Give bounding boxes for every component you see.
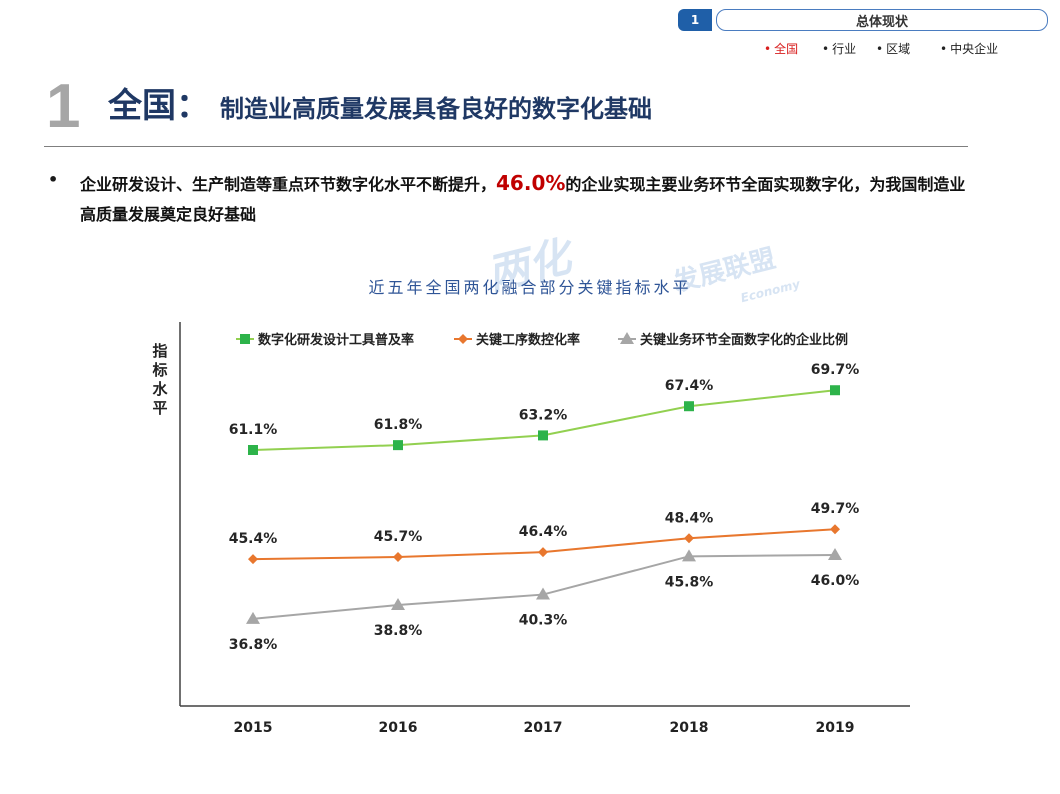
data-label-3: 45.8% xyxy=(665,574,714,590)
nav-item-label: 行业 xyxy=(832,42,857,56)
y-axis-label-char: 指 xyxy=(152,342,167,360)
data-label-2: 48.4% xyxy=(665,510,714,526)
data-point-2 xyxy=(538,547,548,558)
data-point-1 xyxy=(248,445,258,455)
data-label-2: 49.7% xyxy=(811,501,860,517)
bullet-icon: • xyxy=(48,170,59,189)
data-label-3: 38.8% xyxy=(374,623,423,639)
data-label-1: 61.1% xyxy=(229,422,278,438)
nav-item-industry[interactable]: • 行业 xyxy=(822,40,856,57)
data-point-3 xyxy=(682,549,696,562)
title-divider xyxy=(44,146,968,147)
data-point-3 xyxy=(391,597,405,610)
bullet-dot-icon: • xyxy=(822,42,830,56)
chart-title: 近五年全国两化融合部分关键指标水平 xyxy=(368,278,692,297)
data-label-2: 45.7% xyxy=(374,529,423,545)
data-label-1: 61.8% xyxy=(374,417,423,433)
data-label-2: 46.4% xyxy=(519,524,568,540)
legend-marker-1 xyxy=(240,334,250,344)
legend-label-2: 关键工序数控化率 xyxy=(476,332,580,348)
section-number-tab[interactable]: 1 xyxy=(678,9,712,31)
data-point-2 xyxy=(830,524,840,535)
x-tick-label: 2015 xyxy=(234,720,273,736)
nav-item-region[interactable]: • 区域 xyxy=(876,40,910,57)
nav-item-national[interactable]: • 全国 xyxy=(764,40,798,57)
legend-label-3: 关键业务环节全面数字化的企业比例 xyxy=(640,332,848,348)
legend-label-1: 数字化研发设计工具普及率 xyxy=(258,332,414,348)
nav-item-label: 全国 xyxy=(774,42,799,56)
bullet-paragraph: 企业研发设计、生产制造等重点环节数字化水平不断提升，46.0%的企业实现主要业务… xyxy=(80,168,980,230)
y-axis-label-char: 水 xyxy=(152,380,168,398)
x-tick-label: 2018 xyxy=(670,720,709,736)
section-title-tab[interactable]: 总体现状 xyxy=(716,9,1048,31)
nav-item-central-enterprise[interactable]: • 中央企业 xyxy=(940,40,998,57)
bullet-text-part: 的企业实现主要业务环节全面实现数字化，为我国制造业高质量发展奠定良好基础 xyxy=(80,175,966,224)
data-point-2 xyxy=(393,552,403,563)
data-point-3 xyxy=(246,611,260,624)
data-point-3 xyxy=(536,587,550,600)
data-point-1 xyxy=(684,401,694,412)
bullet-dot-icon: • xyxy=(764,42,772,56)
legend-marker-2 xyxy=(458,334,468,344)
data-point-3 xyxy=(828,547,842,560)
nav-item-label: 区域 xyxy=(886,42,911,56)
bullet-dot-icon: • xyxy=(876,42,884,56)
data-label-3: 46.0% xyxy=(811,573,860,589)
data-label-1: 67.4% xyxy=(665,378,714,394)
data-label-2: 45.4% xyxy=(229,531,278,547)
x-tick-label: 2016 xyxy=(379,720,418,736)
data-point-1 xyxy=(830,385,840,396)
nav-item-label: 中央企业 xyxy=(950,42,999,56)
data-point-2 xyxy=(684,533,694,544)
bullet-text-part: 企业研发设计、生产制造等重点环节数字化水平不断提升， xyxy=(80,175,497,194)
bullet-dot-icon: • xyxy=(940,42,948,56)
x-tick-label: 2017 xyxy=(524,720,563,736)
x-tick-label: 2019 xyxy=(816,720,855,736)
data-label-3: 36.8% xyxy=(229,637,278,653)
bullet-highlight-value: 46.0% xyxy=(496,171,566,195)
page-title: 全国： xyxy=(108,86,210,126)
data-label-1: 63.2% xyxy=(519,407,568,423)
slide-section-number: 1 xyxy=(46,72,81,141)
data-point-2 xyxy=(248,554,258,565)
data-point-1 xyxy=(538,430,548,441)
series-line-3 xyxy=(252,553,836,620)
y-axis-label-char: 标 xyxy=(151,361,167,379)
legend-marker-3 xyxy=(620,332,634,344)
data-label-3: 40.3% xyxy=(519,613,568,629)
page-subtitle: 制造业高质量发展具备良好的数字化基础 xyxy=(220,95,652,123)
data-point-1 xyxy=(393,440,403,451)
data-label-1: 69.7% xyxy=(811,362,860,378)
y-axis-label-char: 平 xyxy=(152,399,167,417)
